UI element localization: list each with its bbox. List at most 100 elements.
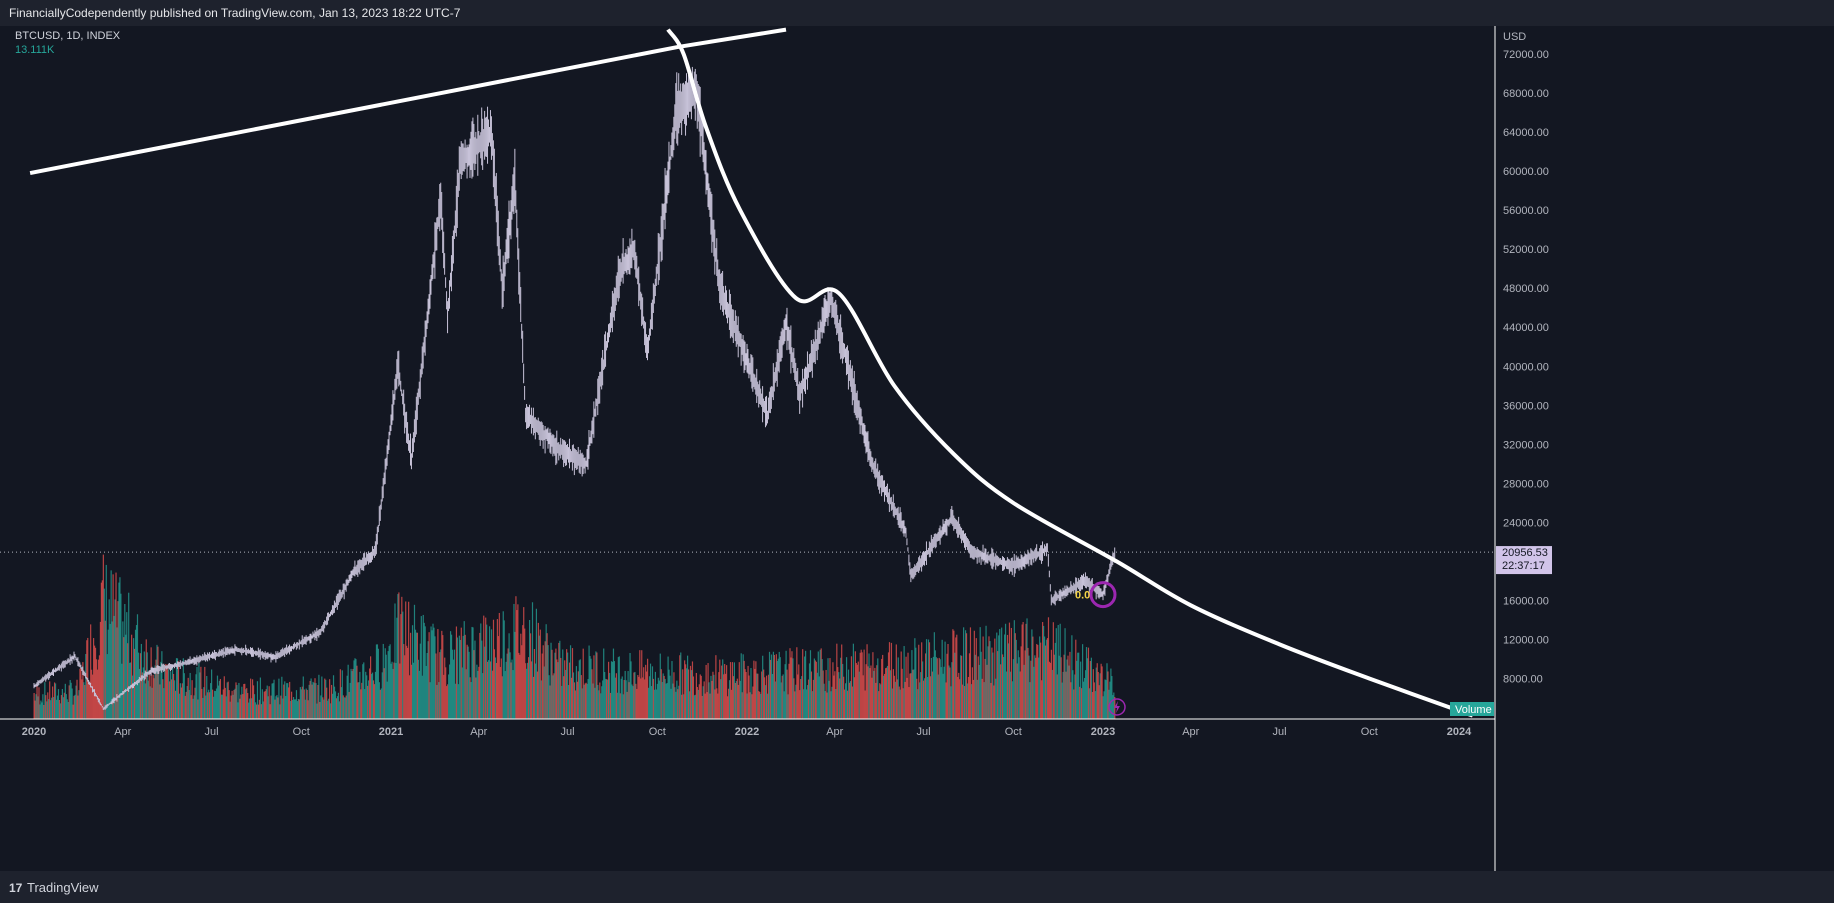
volume-bar bbox=[412, 662, 415, 719]
volume-bar bbox=[76, 679, 78, 719]
volume-bar bbox=[644, 679, 646, 719]
volume-bar bbox=[1016, 663, 1018, 719]
volume-bar bbox=[680, 652, 682, 719]
volume-bar bbox=[957, 676, 959, 719]
volume-bar bbox=[473, 650, 475, 719]
volume-bar bbox=[241, 686, 243, 719]
volume-bar bbox=[888, 642, 891, 719]
volume-bar bbox=[900, 651, 902, 719]
volume-bar bbox=[409, 675, 411, 719]
volume-bar bbox=[518, 652, 520, 719]
volume-bar bbox=[154, 665, 156, 719]
volume-bar bbox=[666, 682, 668, 719]
chart-pane[interactable] bbox=[0, 26, 1495, 871]
volume-bar bbox=[612, 648, 615, 719]
volume-bar bbox=[629, 652, 631, 719]
volume-tag[interactable]: Volume bbox=[1450, 702, 1494, 716]
volume-bar bbox=[366, 675, 368, 719]
volume-bar bbox=[279, 704, 281, 719]
volume-bar bbox=[1101, 666, 1103, 719]
time-axis-tick-label: Oct bbox=[649, 726, 666, 738]
volume-bar bbox=[884, 668, 887, 719]
volume-bar bbox=[587, 679, 589, 719]
volume-bar bbox=[607, 679, 609, 719]
volume-bar bbox=[788, 663, 790, 719]
volume-bar bbox=[1065, 671, 1067, 719]
published-by-text: FinanciallyCodependently published on Tr… bbox=[9, 6, 461, 20]
volume-bar bbox=[876, 665, 878, 719]
volume-bar bbox=[510, 662, 512, 719]
price-axis-tick-label: 8000.00 bbox=[1503, 674, 1543, 686]
volume-bar bbox=[1076, 660, 1078, 719]
volume-bar bbox=[828, 680, 830, 719]
volume-bar bbox=[317, 685, 319, 719]
volume-bar bbox=[787, 694, 789, 719]
volume-bar bbox=[502, 611, 504, 719]
price-axis-tick-label: 24000.00 bbox=[1503, 517, 1549, 529]
volume-bar bbox=[1013, 620, 1015, 719]
highlight-circle[interactable] bbox=[1089, 581, 1117, 609]
volume-bar bbox=[536, 671, 538, 719]
price-axis-tick-label: 72000.00 bbox=[1503, 49, 1549, 61]
volume-bar bbox=[984, 658, 986, 719]
volume-bar bbox=[99, 621, 102, 719]
volume-bar bbox=[295, 690, 298, 719]
volume-bar bbox=[937, 674, 939, 719]
volume-bar bbox=[313, 682, 315, 719]
volume-bar bbox=[486, 624, 488, 719]
volume-bar bbox=[962, 684, 964, 719]
price-axis-tick-label: 40000.00 bbox=[1503, 361, 1549, 373]
symbol-legend[interactable]: BTCUSD, 1D, INDEX bbox=[15, 30, 121, 42]
volume-bar bbox=[671, 661, 673, 719]
volume-bar bbox=[1102, 696, 1104, 719]
volume-bar bbox=[492, 619, 495, 719]
trendline-curve[interactable] bbox=[666, 28, 1474, 718]
volume-bar bbox=[371, 672, 374, 719]
volume-bar bbox=[339, 669, 341, 719]
drawn-trendlines[interactable] bbox=[29, 27, 1474, 718]
volume-bar bbox=[854, 651, 856, 719]
volume-bar bbox=[290, 691, 293, 719]
volume-bar bbox=[516, 610, 518, 719]
volume-bar bbox=[735, 681, 737, 719]
volume-bar bbox=[116, 627, 118, 719]
time-axis[interactable]: 2020 Apr Jul Oct 2021 Apr Jul Oct 2022 Apr Jul Oct 2… bbox=[22, 726, 1472, 738]
volume-bar bbox=[669, 675, 671, 719]
volume-bar bbox=[639, 650, 641, 719]
volume-bar bbox=[820, 648, 822, 719]
volume-bar bbox=[999, 629, 1001, 719]
volume-bar bbox=[242, 694, 244, 719]
trendline-upper[interactable] bbox=[29, 27, 787, 176]
volume-bar bbox=[406, 645, 408, 719]
volume-bar bbox=[343, 697, 345, 719]
volume-bar bbox=[843, 676, 845, 719]
volume-bar bbox=[980, 651, 982, 719]
price-axis[interactable]: 8000.0012000.0016000.0020000.0024000.002… bbox=[1503, 49, 1549, 686]
volume-bar bbox=[58, 699, 61, 719]
volume-bar bbox=[848, 682, 851, 719]
volume-bar bbox=[1006, 634, 1009, 719]
volume-bar bbox=[40, 700, 42, 719]
volume-bar bbox=[910, 673, 912, 719]
volume-bar bbox=[867, 666, 869, 719]
volume-bar bbox=[946, 653, 948, 719]
volume-bar bbox=[51, 697, 53, 719]
volume-bar bbox=[380, 688, 382, 719]
volume-bar bbox=[590, 658, 592, 719]
volume-bar bbox=[50, 700, 52, 719]
volume-bar bbox=[883, 675, 885, 719]
volume-bar bbox=[935, 657, 937, 719]
volume-bar bbox=[275, 696, 277, 719]
volume-bar bbox=[463, 621, 465, 719]
lightning-icon[interactable] bbox=[1108, 698, 1126, 716]
volume-bar bbox=[281, 676, 283, 719]
volume-bar bbox=[550, 642, 552, 719]
volume-bar bbox=[384, 648, 386, 719]
volume-bar bbox=[840, 657, 842, 719]
time-axis-tick-label: 2022 bbox=[735, 726, 759, 738]
tradingview-logo[interactable]: 17 TradingView bbox=[9, 880, 99, 895]
volume-bar bbox=[636, 688, 638, 719]
volume-bar bbox=[725, 673, 727, 719]
volume-bar bbox=[212, 696, 215, 719]
